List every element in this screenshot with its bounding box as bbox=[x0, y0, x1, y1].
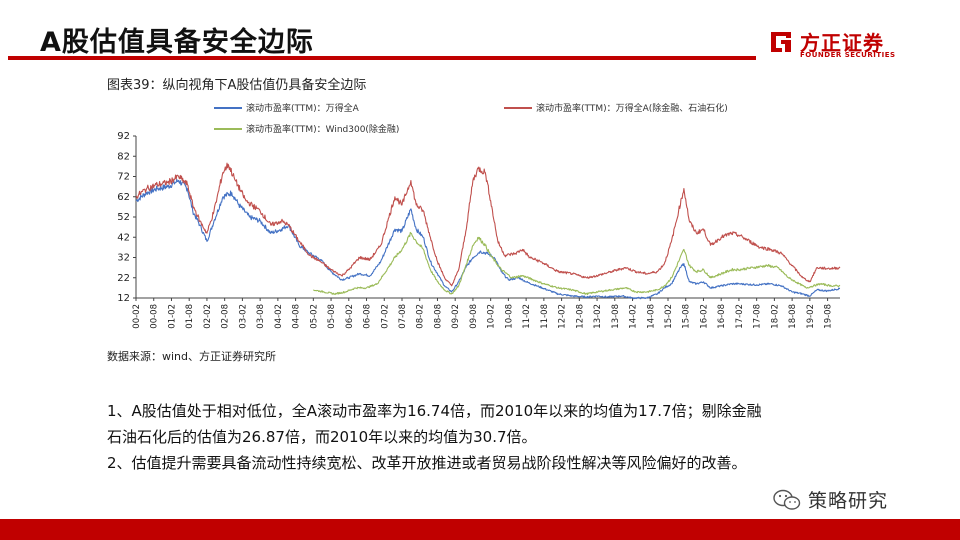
y-tick-label: 82 bbox=[117, 151, 130, 162]
x-tick-label: 01-08 bbox=[185, 304, 195, 329]
y-tick-label: 92 bbox=[117, 131, 130, 142]
x-tick-label: 17-02 bbox=[735, 304, 745, 329]
x-tick-label: 15-08 bbox=[682, 304, 692, 329]
x-tick-label: 08-08 bbox=[433, 304, 443, 329]
x-tick-label: 19-08 bbox=[824, 304, 834, 329]
x-tick-label: 00-08 bbox=[150, 304, 160, 329]
series-line-3 bbox=[313, 231, 841, 296]
x-tick-label: 04-08 bbox=[292, 304, 302, 329]
x-tick-label: 12-02 bbox=[558, 304, 568, 329]
x-tick-label: 17-08 bbox=[753, 304, 763, 329]
slide-title: A股估值具备安全边际 bbox=[40, 27, 314, 58]
x-tick-label: 00-02 bbox=[132, 304, 142, 329]
body-text: 1、A股估值处于相对低位，全A滚动市盈率为16.74倍，而2010年以来的均值为… bbox=[107, 398, 867, 476]
company-logo: 方正证券 FOUNDER SECURITIES bbox=[768, 25, 938, 65]
x-tick-label: 09-02 bbox=[451, 304, 461, 329]
x-tick-label: 06-08 bbox=[363, 304, 373, 329]
x-tick-label: 05-02 bbox=[309, 304, 319, 329]
x-tick-label: 02-08 bbox=[221, 304, 231, 329]
wechat-icon bbox=[773, 489, 801, 510]
x-tick-label: 09-08 bbox=[469, 304, 479, 329]
x-tick-label: 01-02 bbox=[167, 304, 177, 329]
paragraph-1: 1、A股估值处于相对低位，全A滚动市盈率为16.74倍，而2010年以来的均值为… bbox=[107, 402, 762, 420]
y-tick-label: 62 bbox=[117, 192, 130, 203]
pe-chart: 滚动市盈率(TTM)：万得全A 滚动市盈率(TTM)：万得全A(除金融、石油石化)… bbox=[104, 96, 846, 342]
paragraph-3: 2、估值提升需要具备流动性持续宽松、改革开放推进或者贸易战阶段性解决等风险偏好的… bbox=[107, 454, 747, 472]
x-tick-label: 10-08 bbox=[504, 304, 514, 329]
x-tick-label: 15-02 bbox=[664, 304, 674, 329]
x-tick-label: 06-02 bbox=[345, 304, 355, 329]
y-tick-label: 22 bbox=[117, 273, 130, 284]
footer-bar bbox=[0, 519, 960, 540]
series-line-2 bbox=[135, 162, 841, 287]
x-tick-label: 07-08 bbox=[398, 304, 408, 329]
x-tick-label: 18-02 bbox=[770, 304, 780, 329]
logo-mark-icon bbox=[771, 32, 791, 52]
x-tick-label: 03-02 bbox=[238, 304, 248, 329]
legend-label-2: 滚动市盈率(TTM)：万得全A(除金融、石油石化) bbox=[536, 102, 728, 114]
x-tick-label: 16-08 bbox=[717, 304, 727, 329]
y-tick-label: 52 bbox=[117, 212, 130, 223]
y-tick-label: 72 bbox=[117, 172, 130, 183]
x-tick-label: 11-02 bbox=[522, 304, 532, 329]
series-line-1 bbox=[135, 178, 841, 300]
pe-chart-svg: 滚动市盈率(TTM)：万得全A 滚动市盈率(TTM)：万得全A(除金融、石油石化)… bbox=[117, 102, 841, 329]
y-tick-label: 42 bbox=[117, 232, 130, 243]
data-source: 数据来源：wind、方正证券研究所 bbox=[107, 350, 277, 363]
y-tick-label: 32 bbox=[117, 253, 130, 264]
figure-title: 图表39：纵向视角下A股估值仍具备安全边际 bbox=[107, 78, 367, 93]
x-tick-label: 04-02 bbox=[274, 304, 284, 329]
legend-label-3: 滚动市盈率(TTM)：Wind300(除金融) bbox=[246, 123, 399, 135]
x-tick-label: 13-08 bbox=[611, 304, 621, 329]
x-tick-label: 12-08 bbox=[575, 304, 585, 329]
x-tick-label: 02-02 bbox=[203, 304, 213, 329]
title-underline bbox=[8, 56, 756, 60]
x-tick-label: 08-02 bbox=[416, 304, 426, 329]
x-tick-label: 14-08 bbox=[646, 304, 656, 329]
x-tick-label: 16-02 bbox=[699, 304, 709, 329]
logo-name-cn: 方正证券 bbox=[800, 31, 884, 55]
paragraph-2: 石油石化后的估值为26.87倍，而2010年以来的均值为30.7倍。 bbox=[107, 428, 537, 446]
x-tick-label: 10-02 bbox=[487, 304, 497, 329]
legend-label-1: 滚动市盈率(TTM)：万得全A bbox=[246, 102, 360, 114]
x-tick-label: 05-08 bbox=[327, 304, 337, 329]
watermark-text: 策略研究 bbox=[808, 490, 889, 512]
y-tick-label: 12 bbox=[117, 293, 130, 304]
x-tick-label: 19-02 bbox=[806, 304, 816, 329]
x-tick-label: 11-08 bbox=[540, 304, 550, 329]
watermark: 策略研究 bbox=[772, 486, 942, 512]
x-tick-label: 18-08 bbox=[788, 304, 798, 329]
x-tick-label: 14-02 bbox=[629, 304, 639, 329]
x-tick-label: 13-02 bbox=[593, 304, 603, 329]
x-tick-label: 03-08 bbox=[256, 304, 266, 329]
x-tick-label: 07-02 bbox=[380, 304, 390, 329]
logo-name-en: FOUNDER SECURITIES bbox=[800, 51, 896, 59]
